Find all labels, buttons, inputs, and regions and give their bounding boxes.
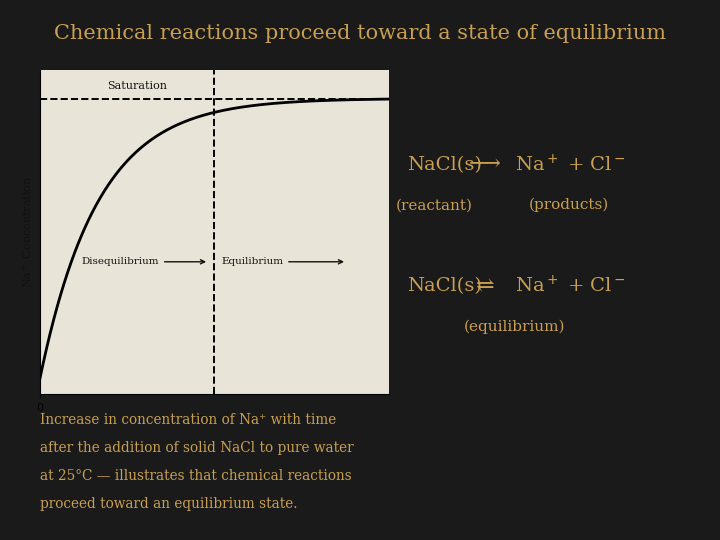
Text: (reactant): (reactant) [396, 198, 472, 212]
Text: Saturation: Saturation [107, 82, 167, 91]
Text: Na$^+$ + Cl$^-$: Na$^+$ + Cl$^-$ [515, 275, 626, 297]
Text: Equilibrium: Equilibrium [221, 257, 343, 266]
Text: ⟶: ⟶ [469, 154, 500, 176]
Text: Na$^+$ + Cl$^-$: Na$^+$ + Cl$^-$ [515, 154, 626, 176]
Y-axis label: Na$^+$ Concentration: Na$^+$ Concentration [20, 176, 35, 288]
X-axis label: Time→: Time→ [195, 415, 233, 424]
Text: Increase in concentration of Na⁺ with time: Increase in concentration of Na⁺ with ti… [40, 413, 336, 427]
Text: NaCl(s): NaCl(s) [407, 277, 482, 295]
Text: (equilibrium): (equilibrium) [464, 320, 565, 334]
Text: ⇌: ⇌ [475, 275, 494, 297]
Text: NaCl(s): NaCl(s) [407, 156, 482, 174]
Text: at 25°C — illustrates that chemical reactions: at 25°C — illustrates that chemical reac… [40, 469, 351, 483]
Text: after the addition of solid NaCl to pure water: after the addition of solid NaCl to pure… [40, 441, 354, 455]
Text: Disequilibrium: Disequilibrium [81, 257, 204, 266]
Text: Chemical reactions proceed toward a state of equilibrium: Chemical reactions proceed toward a stat… [54, 24, 666, 43]
Text: proceed toward an equilibrium state.: proceed toward an equilibrium state. [40, 497, 297, 511]
Text: (products): (products) [528, 198, 609, 212]
